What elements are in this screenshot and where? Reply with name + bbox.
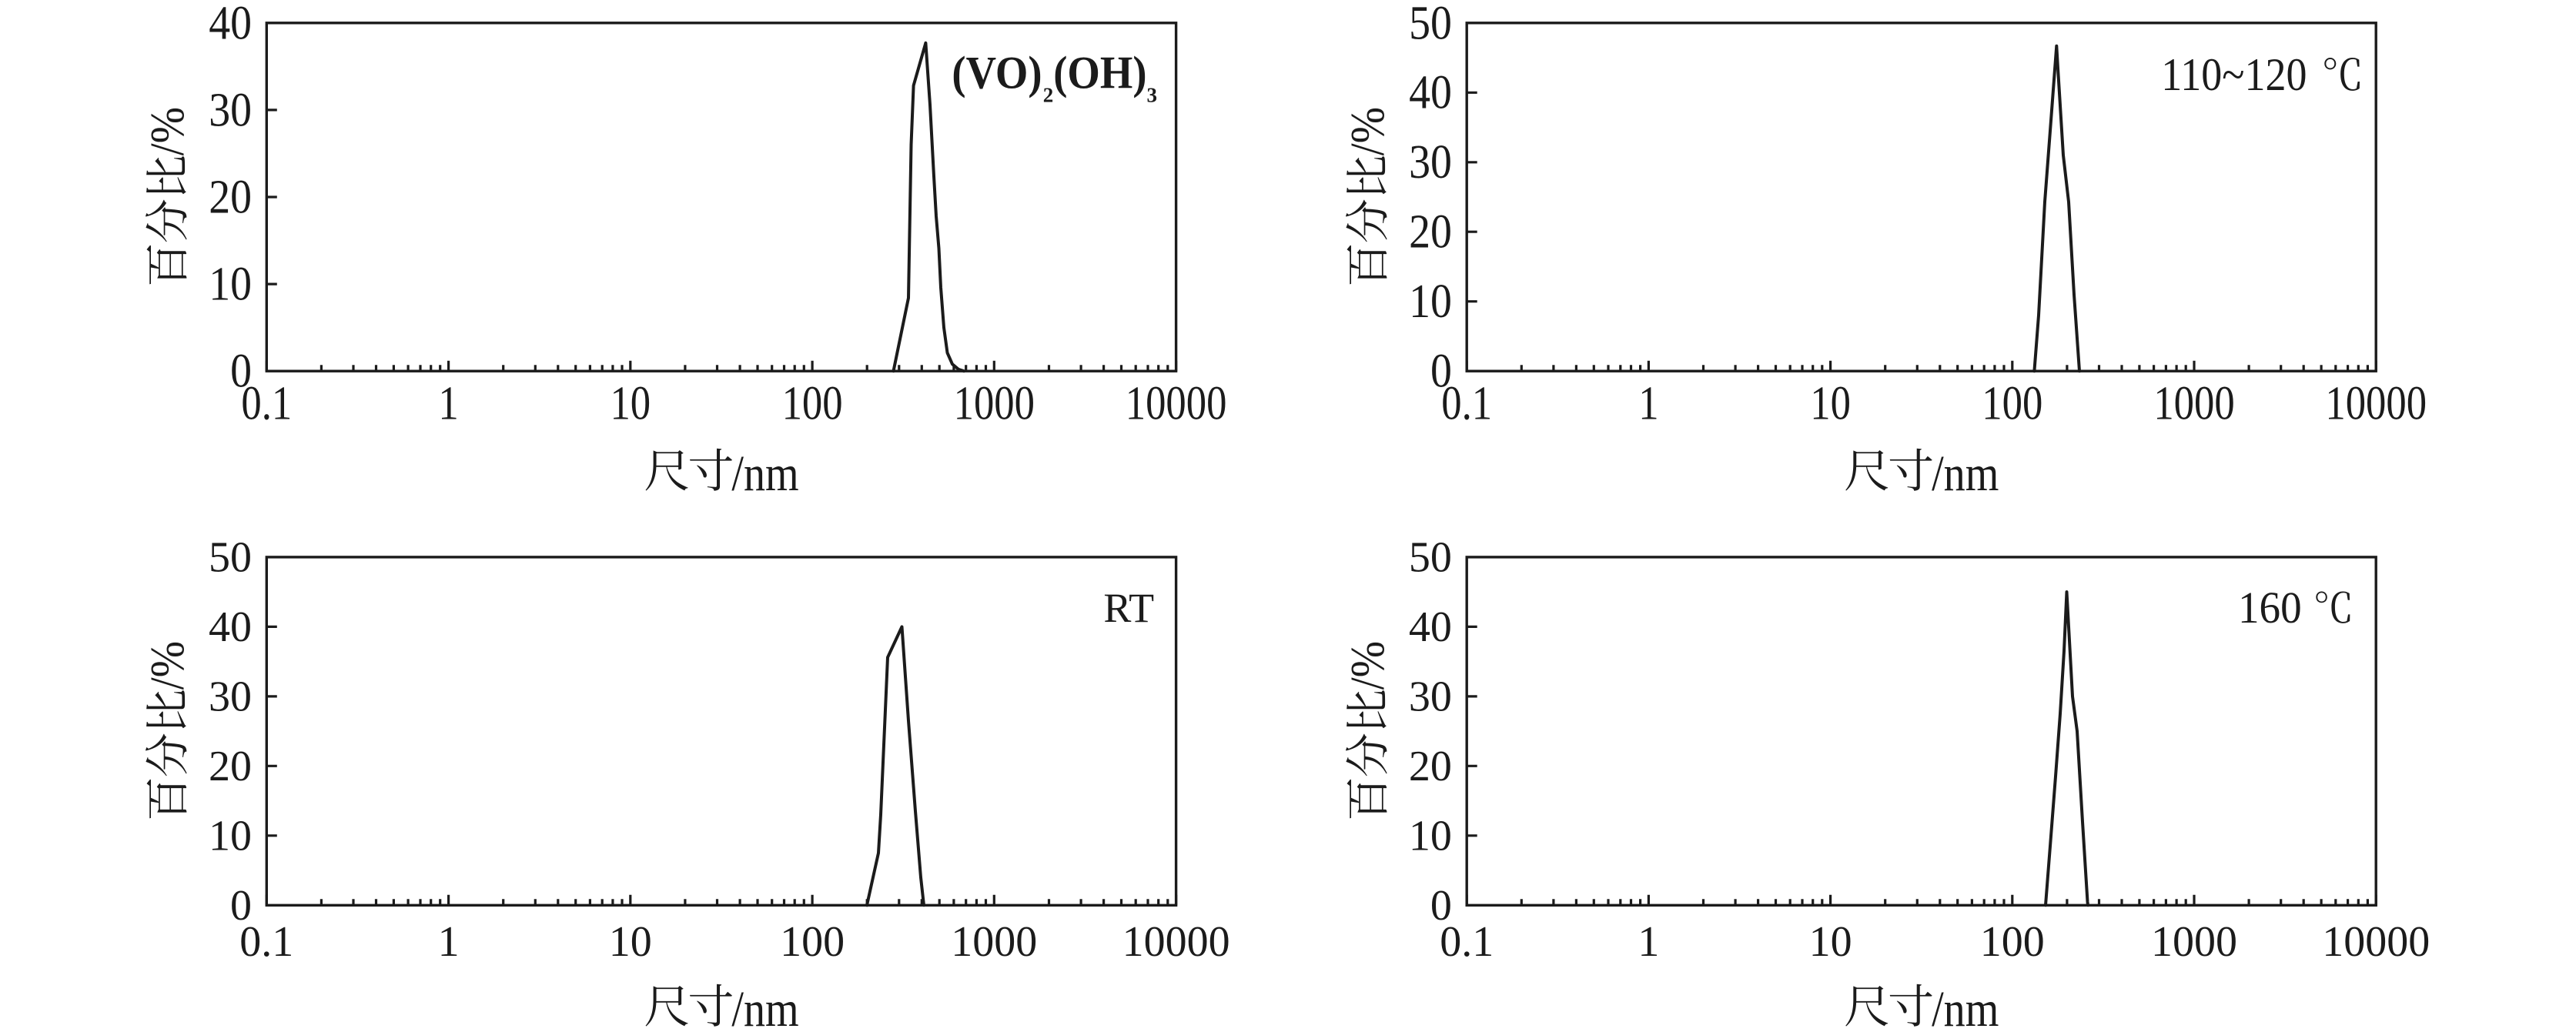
svg-text:100: 100 [1982, 378, 2042, 430]
svg-text:0.1: 0.1 [239, 918, 293, 966]
svg-text:50: 50 [1409, 0, 1452, 49]
svg-text:1: 1 [438, 378, 458, 430]
svg-text:/%: /% [141, 107, 194, 155]
svg-text:40: 40 [209, 603, 252, 651]
svg-text:100: 100 [782, 378, 843, 430]
svg-text:2: 2 [1043, 84, 1054, 107]
svg-text:0: 0 [1430, 344, 1452, 397]
svg-text:20: 20 [1409, 743, 1452, 790]
svg-text:/%: /% [141, 641, 194, 690]
svg-text:10: 10 [1809, 918, 1852, 966]
svg-text:0.1: 0.1 [1441, 378, 1492, 430]
svg-text:10000: 10000 [2325, 378, 2427, 430]
svg-text:0: 0 [230, 882, 252, 930]
svg-text:RT: RT [1103, 585, 1154, 631]
svg-text:0.1: 0.1 [241, 378, 292, 430]
svg-text:160: 160 [2238, 584, 2302, 633]
svg-text:30: 30 [209, 83, 252, 136]
svg-text:30: 30 [209, 673, 252, 720]
svg-text:10000: 10000 [1122, 918, 1230, 966]
svg-text:/nm: /nm [731, 446, 798, 502]
svg-text:20: 20 [209, 743, 252, 790]
svg-text:1000: 1000 [951, 918, 1037, 966]
svg-text:10: 10 [209, 812, 252, 860]
svg-text:40: 40 [209, 0, 252, 49]
svg-text:10: 10 [1810, 378, 1851, 430]
svg-text:1: 1 [438, 918, 460, 966]
svg-text:(OH): (OH) [1053, 48, 1146, 99]
svg-text:30: 30 [1409, 135, 1452, 188]
svg-text:10: 10 [610, 378, 651, 430]
svg-text:100: 100 [1980, 918, 2045, 966]
svg-text:3: 3 [1147, 84, 1158, 107]
svg-text:10: 10 [209, 257, 252, 310]
svg-text:1000: 1000 [954, 378, 1035, 430]
svg-text:/%: /% [1341, 107, 1394, 155]
svg-text:1: 1 [1638, 918, 1659, 966]
svg-text:10: 10 [1409, 812, 1452, 860]
svg-text:50: 50 [1409, 533, 1452, 581]
svg-text:100: 100 [780, 918, 845, 966]
svg-text:/%: /% [1341, 641, 1394, 690]
svg-text:50: 50 [209, 533, 252, 581]
svg-text:/nm: /nm [1932, 446, 1999, 502]
svg-text:10000: 10000 [1126, 378, 1227, 430]
svg-text:1000: 1000 [2151, 918, 2237, 966]
svg-text:40: 40 [1409, 65, 1452, 119]
svg-text:10: 10 [1409, 274, 1452, 327]
svg-text:40: 40 [1409, 603, 1452, 651]
svg-text:10: 10 [609, 918, 652, 966]
svg-text:/nm: /nm [731, 981, 798, 1032]
svg-text:0: 0 [230, 344, 252, 397]
svg-text:0: 0 [1430, 882, 1452, 930]
svg-text:110~120: 110~120 [2161, 49, 2307, 100]
svg-text:1: 1 [1638, 378, 1658, 430]
svg-text:30: 30 [1409, 673, 1452, 720]
svg-text:20: 20 [209, 170, 252, 223]
svg-text:1000: 1000 [2153, 378, 2234, 430]
svg-text:10000: 10000 [2322, 918, 2430, 966]
svg-text:(VO): (VO) [952, 48, 1042, 99]
svg-text:0.1: 0.1 [1440, 918, 1494, 966]
svg-text:20: 20 [1409, 205, 1452, 258]
svg-text:/nm: /nm [1932, 981, 1999, 1032]
